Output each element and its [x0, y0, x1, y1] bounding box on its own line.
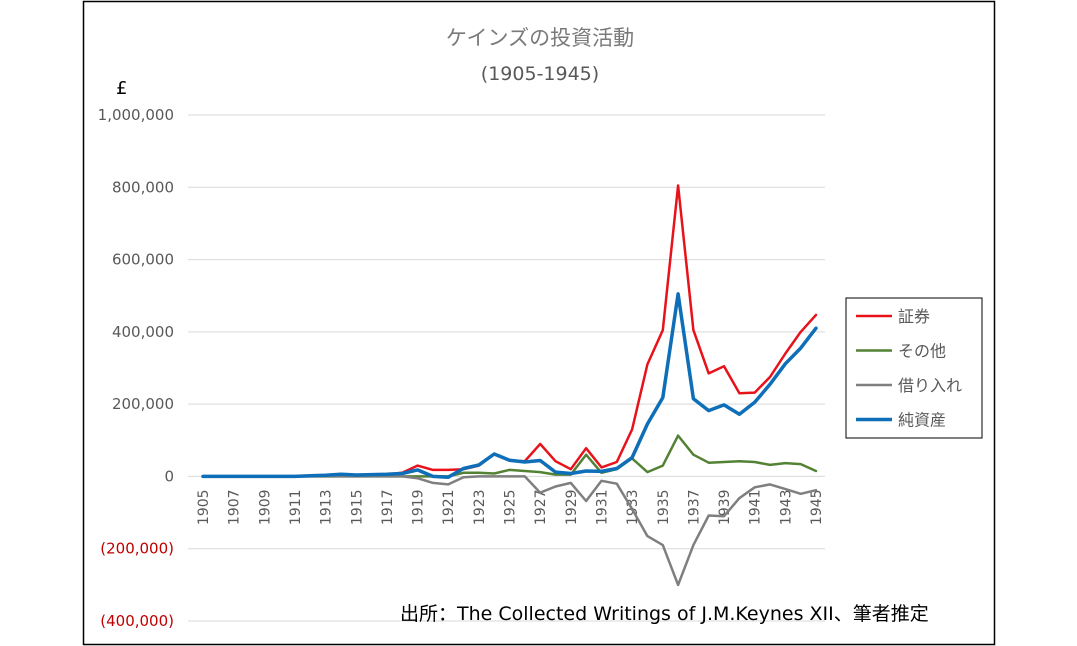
x-tick-label: 1925 — [503, 489, 519, 525]
x-tick-label: 1927 — [533, 489, 549, 525]
y-axis-ticks: 1,000,000 800,000 600,000 400,000 200,000 0 (2… — [98, 106, 174, 630]
y-tick-label: 400,000 — [112, 323, 174, 341]
x-tick-label: 1935 — [656, 489, 672, 525]
x-tick-label: 1913 — [319, 489, 335, 525]
y-unit-label: £ — [116, 78, 127, 99]
y-tick-label: 200,000 — [112, 395, 174, 413]
x-tick-label: 1943 — [778, 489, 794, 525]
x-tick-label: 1923 — [472, 489, 488, 525]
x-tick-label: 1937 — [686, 489, 702, 525]
legend-label: その他 — [898, 342, 946, 361]
x-tick-label: 1919 — [411, 489, 427, 525]
x-tick-label: 1905 — [196, 489, 212, 525]
x-tick-label: 1945 — [809, 489, 825, 525]
x-tick-label: 1917 — [380, 489, 396, 525]
x-tick-label: 1941 — [748, 489, 764, 525]
x-tick-label: 1931 — [594, 489, 610, 525]
series-line — [201, 292, 818, 479]
legend-label: 純資産 — [898, 411, 946, 430]
y-tick-label: 1,000,000 — [98, 106, 174, 124]
y-tick-label: (400,000) — [100, 612, 174, 630]
x-tick-label: 1929 — [564, 489, 580, 525]
y-tick-label: (200,000) — [100, 540, 174, 558]
source-note: 出所：The Collected Writings of J.M.Keynes … — [400, 603, 929, 625]
x-tick-label: 1921 — [441, 489, 457, 525]
y-tick-label: 800,000 — [112, 178, 174, 196]
chart-title: ケインズの投資活動 — [446, 26, 634, 50]
legend-box — [845, 297, 983, 439]
x-tick-label: 1915 — [349, 489, 365, 525]
chart-frame — [82, 0, 996, 646]
y-tick-label: 0 — [164, 467, 174, 485]
x-tick-label: 1909 — [257, 489, 273, 525]
x-axis-ticks: 1905 1907 1909 1911 1913 1915 1917 1919 1921 1923… — [196, 489, 825, 525]
legend-label: 証券 — [898, 307, 930, 326]
chart-subtitle: (1905-1945) — [481, 63, 599, 85]
series-lines — [201, 184, 818, 587]
x-tick-label: 1911 — [288, 489, 304, 525]
x-tick-label: 1907 — [227, 489, 243, 525]
legend-label: 借り入れ — [898, 376, 962, 395]
y-tick-label: 600,000 — [112, 251, 174, 269]
